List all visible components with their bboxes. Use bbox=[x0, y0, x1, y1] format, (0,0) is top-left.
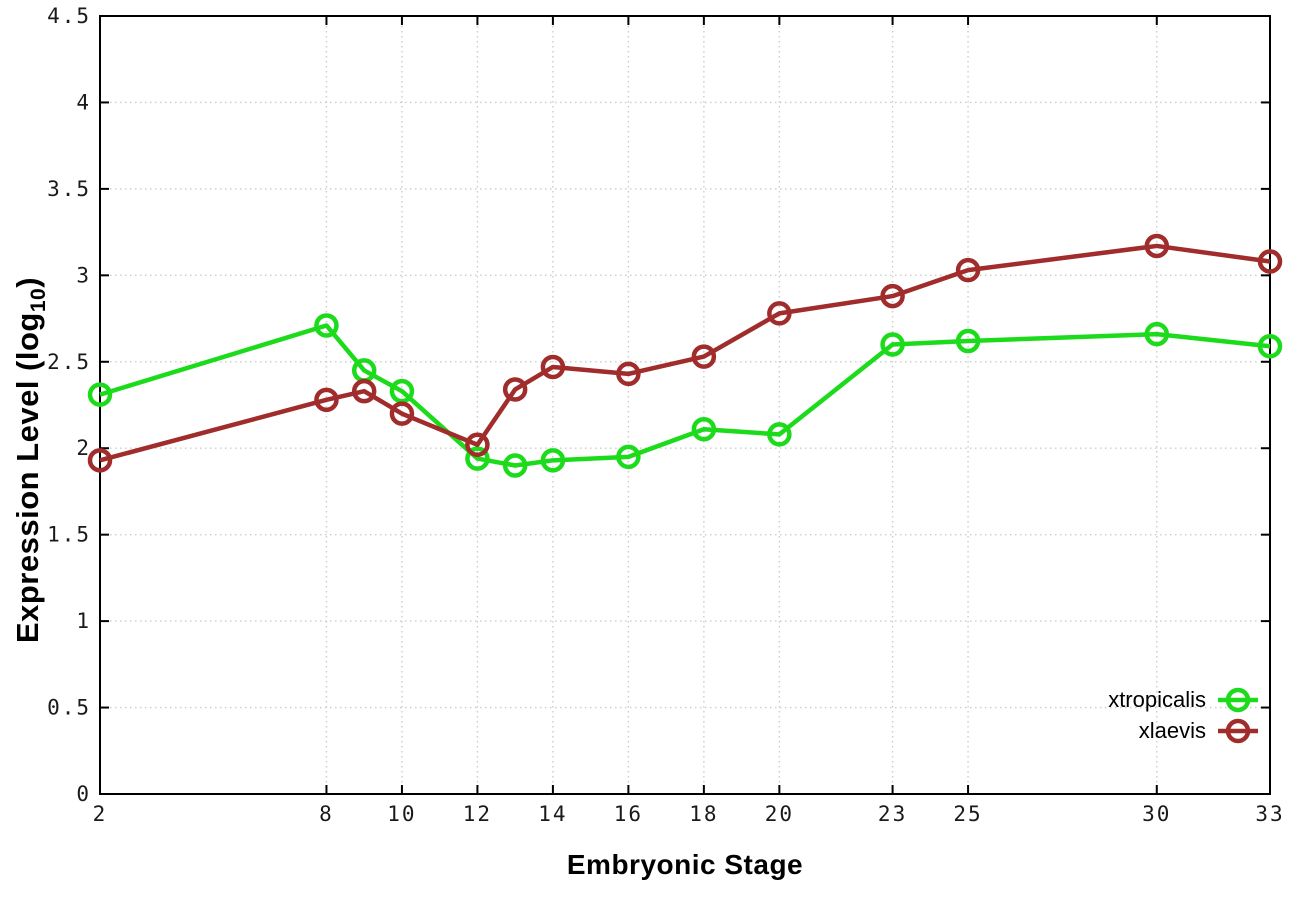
data-point-marker-xlaevis bbox=[351, 378, 377, 404]
data-point-marker-xtropicalis bbox=[389, 378, 415, 404]
data-point-marker-xlaevis bbox=[502, 377, 528, 402]
data-point-marker-xtropicalis bbox=[1144, 321, 1170, 347]
y-axis-label-close: ) bbox=[10, 276, 45, 288]
data-point-marker-xtropicalis bbox=[691, 416, 717, 442]
x-tick-label: 30 bbox=[1142, 802, 1171, 826]
data-point-marker-xlaevis bbox=[465, 432, 490, 458]
x-tick-label: 10 bbox=[387, 802, 416, 826]
x-tick-label: 12 bbox=[463, 802, 492, 826]
data-point-marker-xtropicalis bbox=[880, 332, 905, 357]
legend-sample-marker-xlaevis bbox=[1225, 718, 1251, 744]
y-tick-label: 3.5 bbox=[47, 177, 91, 201]
data-point-marker-xlaevis bbox=[389, 401, 415, 426]
x-tick-label: 2 bbox=[93, 802, 108, 826]
x-axis-label: Embryonic Stage bbox=[566, 849, 804, 880]
data-point-marker-xlaevis bbox=[314, 387, 339, 413]
legend-item-xlaevis: xlaevis bbox=[1139, 718, 1258, 744]
x-tick-label: 33 bbox=[1255, 802, 1284, 826]
x-tick-label: 23 bbox=[878, 802, 907, 826]
legend-sample-marker-xtropicalis bbox=[1225, 687, 1251, 713]
y-tick-label: 0 bbox=[76, 782, 91, 806]
x-tick-label: 14 bbox=[538, 802, 567, 826]
legend-label-xlaevis: xlaevis bbox=[1139, 718, 1206, 743]
y-tick-label: 2 bbox=[76, 436, 91, 460]
data-point-marker-xlaevis bbox=[616, 361, 641, 387]
y-tick-label: 4 bbox=[76, 90, 91, 114]
y-axis-label: Expression Level (log10) bbox=[10, 276, 50, 644]
data-point-marker-xlaevis bbox=[767, 301, 792, 326]
data-point-marker-xlaevis bbox=[1257, 249, 1283, 274]
data-point-marker-xlaevis bbox=[1144, 233, 1170, 259]
data-point-marker-xlaevis bbox=[691, 344, 717, 369]
y-tick-label: 3 bbox=[76, 263, 91, 287]
legend-item-xtropicalis: xtropicalis bbox=[1108, 687, 1258, 713]
data-point-marker-xtropicalis bbox=[502, 453, 528, 478]
x-tick-label: 16 bbox=[614, 802, 643, 826]
data-point-marker-xtropicalis bbox=[1257, 333, 1283, 359]
data-point-marker-xtropicalis bbox=[87, 382, 113, 407]
data-point-marker-xtropicalis bbox=[955, 328, 981, 354]
x-tick-label: 20 bbox=[765, 802, 794, 826]
data-point-marker-xlaevis bbox=[880, 283, 905, 309]
series-line-xlaevis bbox=[99, 243, 1271, 463]
data-point-marker-xlaevis bbox=[955, 257, 981, 283]
plot-border bbox=[99, 15, 1271, 795]
x-tick-label: 25 bbox=[953, 802, 982, 826]
y-tick-label: 2.5 bbox=[47, 350, 91, 374]
x-tick-label: 18 bbox=[689, 802, 718, 826]
data-point-marker-xtropicalis bbox=[314, 313, 339, 338]
series-line-xtropicalis bbox=[99, 323, 1271, 468]
legend-label-xtropicalis: xtropicalis bbox=[1108, 687, 1206, 712]
y-tick-label: 0.5 bbox=[47, 696, 91, 720]
data-point-marker-xlaevis bbox=[540, 354, 566, 380]
data-point-marker-xtropicalis bbox=[465, 446, 490, 471]
y-tick-label: 1 bbox=[76, 609, 91, 633]
data-point-marker-xlaevis bbox=[87, 448, 113, 473]
data-point-marker-xtropicalis bbox=[767, 422, 792, 447]
data-point-marker-xtropicalis bbox=[616, 444, 641, 470]
y-axis-label-subscript: 10 bbox=[27, 287, 51, 313]
y-axis-label-text: Expression Level (log bbox=[10, 312, 45, 644]
y-tick-label: 1.5 bbox=[47, 523, 91, 547]
y-tick-label: 4.5 bbox=[47, 4, 91, 28]
x-tick-label: 8 bbox=[319, 802, 334, 826]
data-point-marker-xtropicalis bbox=[540, 448, 566, 473]
